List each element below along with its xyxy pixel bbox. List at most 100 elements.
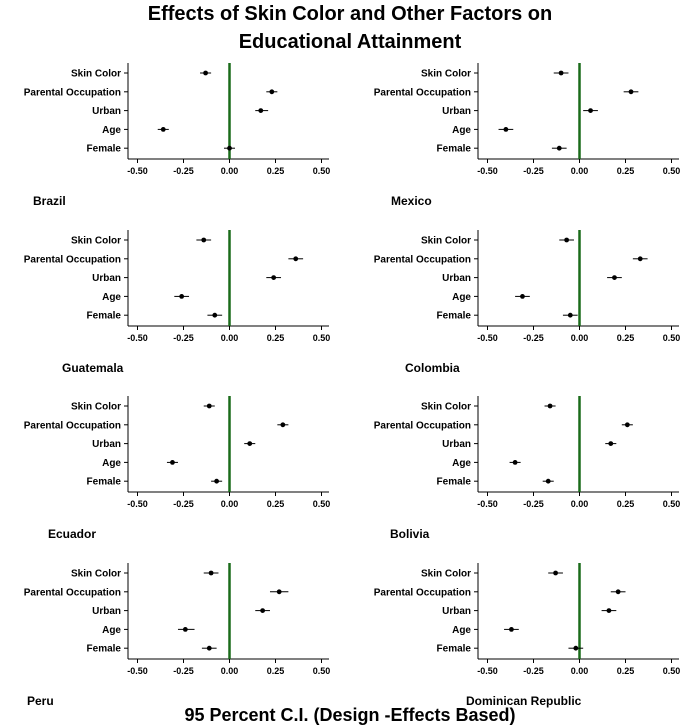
y-tick-label: Parental Occupation: [374, 420, 471, 431]
y-tick-label: Age: [452, 625, 471, 636]
y-tick-label: Urban: [442, 273, 471, 284]
country-label: Bolivia: [390, 527, 430, 541]
x-tick-label: 0.00: [221, 666, 239, 676]
y-tick-label: Skin Color: [421, 569, 471, 580]
y-tick-label: Urban: [92, 273, 121, 284]
x-tick-label: 0.25: [267, 166, 285, 176]
y-tick-label: Urban: [442, 439, 471, 450]
x-tick-label: 0.25: [617, 499, 635, 509]
panel-dominican-republic: -0.50 -0.25 0.00 0.25 0.50 Skin Color Parental…: [374, 563, 680, 708]
x-tick-label: 0.00: [221, 499, 239, 509]
estimate-point: [206, 403, 212, 409]
estimate-point: [612, 275, 617, 280]
estimate-point: [271, 275, 277, 280]
y-tick-label: Parental Occupation: [24, 420, 121, 431]
country-label: Dominican Republic: [466, 694, 582, 708]
country-label: Peru: [27, 694, 54, 708]
y-tick-label: Age: [102, 458, 121, 469]
estimate-point: [269, 89, 275, 95]
x-tick-label: 0.00: [221, 166, 239, 176]
country-label: Mexico: [391, 194, 432, 208]
estimate-point: [179, 294, 185, 299]
panel-bolivia: -0.50 -0.25 0.00 0.25 0.50 Skin Color Parental…: [374, 396, 680, 541]
estimate-point: [503, 126, 509, 132]
y-tick-label: Female: [87, 477, 122, 488]
estimate-point: [556, 145, 562, 151]
y-tick-label: Skin Color: [71, 402, 121, 413]
y-tick-label: Female: [437, 311, 472, 322]
estimate-point: [553, 570, 558, 576]
panel-mexico: -0.50 -0.25 0.00 0.25 0.50 Skin Color Parental…: [374, 63, 681, 208]
x-tick-label: -0.50: [127, 499, 148, 509]
y-tick-label: Female: [87, 144, 122, 155]
estimate-point: [260, 608, 266, 613]
estimate-point: [608, 441, 614, 446]
y-tick-label: Age: [102, 292, 121, 303]
x-tick-label: -0.25: [523, 666, 544, 676]
x-tick-label: -0.25: [173, 166, 194, 176]
x-tick-label: 0.00: [571, 333, 589, 343]
country-label: Colombia: [405, 361, 460, 375]
estimate-point: [247, 441, 253, 446]
x-tick-label: 0.25: [267, 499, 285, 509]
x-tick-label: 0.50: [663, 166, 681, 176]
x-tick-label: 0.00: [571, 166, 589, 176]
panel-ecuador: -0.50 -0.25 0.00 0.25 0.50 Skin Color Parental…: [24, 396, 331, 541]
x-tick-label: -0.25: [523, 499, 544, 509]
y-tick-label: Parental Occupation: [374, 587, 471, 598]
panel-peru: -0.50 -0.25 0.00 0.25 0.50 Skin Color Parental…: [24, 563, 330, 708]
y-tick-label: Parental Occupation: [24, 254, 121, 265]
x-tick-label: 0.50: [313, 499, 331, 509]
estimate-point: [558, 70, 564, 76]
x-tick-label: -0.50: [477, 333, 498, 343]
y-tick-label: Skin Color: [421, 402, 471, 413]
y-tick-label: Skin Color: [421, 236, 471, 247]
estimate-point: [606, 608, 612, 613]
y-tick-label: Female: [437, 644, 472, 655]
estimate-point: [624, 422, 630, 428]
y-tick-label: Female: [87, 311, 122, 322]
estimate-point: [206, 645, 212, 651]
x-tick-label: -0.25: [173, 499, 194, 509]
y-tick-label: Parental Occupation: [374, 254, 471, 265]
estimate-point: [214, 478, 220, 484]
y-tick-label: Skin Color: [71, 236, 121, 247]
estimate-point: [588, 108, 593, 113]
estimate-point: [520, 294, 525, 299]
estimate-point: [545, 478, 551, 484]
x-tick-label: -0.50: [477, 499, 498, 509]
panel-guatemala: -0.50 -0.25 0.00 0.25 0.50 Skin Color Parental…: [24, 230, 330, 375]
x-tick-label: 0.00: [221, 333, 239, 343]
x-tick-label: 0.00: [571, 666, 589, 676]
y-tick-label: Age: [452, 125, 471, 136]
y-tick-label: Parental Occupation: [24, 587, 121, 598]
x-tick-label: 0.25: [617, 666, 635, 676]
y-tick-label: Female: [87, 644, 122, 655]
y-tick-label: Age: [452, 292, 471, 303]
y-tick-label: Age: [102, 125, 121, 136]
y-tick-label: Female: [437, 477, 472, 488]
estimate-point: [567, 312, 573, 318]
estimate-point: [547, 403, 553, 409]
y-tick-label: Urban: [92, 439, 121, 450]
y-tick-label: Parental Occupation: [24, 87, 121, 98]
x-tick-label: -0.25: [523, 166, 544, 176]
country-label: Brazil: [33, 194, 66, 208]
y-tick-label: Urban: [442, 606, 471, 617]
y-tick-label: Skin Color: [71, 69, 121, 80]
estimate-point: [637, 256, 643, 262]
estimate-point: [615, 589, 621, 595]
estimate-point: [573, 645, 579, 651]
y-tick-label: Urban: [92, 606, 121, 617]
x-tick-label: 0.25: [617, 166, 635, 176]
estimate-point: [258, 108, 264, 113]
x-tick-label: 0.25: [617, 333, 635, 343]
estimate-point: [170, 460, 175, 465]
estimate-point: [509, 627, 514, 632]
estimate-point: [212, 312, 218, 318]
country-label: Guatemala: [62, 361, 124, 375]
estimate-point: [201, 237, 207, 243]
x-tick-label: -0.50: [477, 166, 498, 176]
chart-footer-caption: 95 Percent C.I. (Design -Effects Based): [184, 705, 516, 725]
